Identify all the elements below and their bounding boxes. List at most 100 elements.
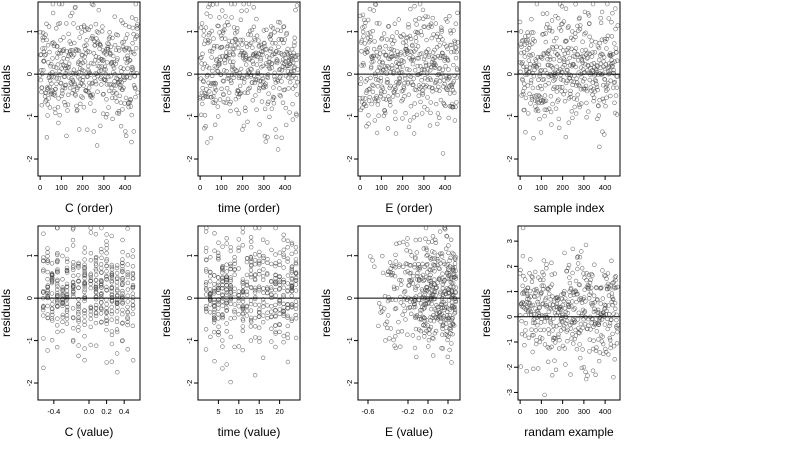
data-point	[451, 104, 456, 110]
data-point	[444, 246, 449, 251]
data-point	[563, 80, 569, 86]
x-axis-label: time (order)	[218, 201, 280, 215]
data-point	[562, 250, 567, 256]
data-point	[575, 23, 580, 29]
data-point	[90, 92, 96, 97]
data-point	[274, 49, 279, 54]
data-point	[394, 30, 400, 35]
data-point	[82, 319, 87, 324]
data-point	[76, 353, 81, 358]
data-point	[430, 335, 435, 341]
data-points	[357, 1, 460, 156]
data-point	[448, 264, 453, 269]
data-point	[216, 287, 221, 292]
data-point	[440, 286, 445, 291]
data-point	[433, 308, 439, 314]
data-point	[55, 269, 60, 275]
data-point	[610, 11, 615, 16]
data-point	[609, 34, 615, 39]
data-point	[437, 43, 442, 48]
data-point	[601, 99, 607, 104]
data-point	[555, 16, 561, 21]
data-point	[253, 93, 258, 98]
data-point	[561, 298, 566, 304]
data-point	[42, 35, 47, 40]
data-point	[293, 299, 299, 304]
data-point	[216, 23, 221, 29]
data-point	[212, 43, 217, 49]
data-point	[595, 87, 600, 93]
data-point	[260, 63, 265, 69]
data-point	[438, 309, 443, 315]
data-point	[611, 311, 616, 316]
data-point	[54, 76, 59, 81]
data-point	[282, 37, 287, 42]
data-point	[234, 29, 240, 34]
data-point	[445, 315, 451, 321]
data-point	[281, 252, 286, 257]
data-point	[553, 74, 558, 80]
y-tick-label: 1	[25, 254, 34, 258]
data-point	[544, 303, 550, 308]
data-point	[272, 70, 277, 76]
data-point	[75, 61, 81, 66]
data-point	[262, 133, 268, 139]
data-point	[421, 315, 427, 320]
data-point	[210, 2, 215, 7]
data-point	[204, 225, 209, 231]
data-point	[364, 124, 369, 129]
data-point	[614, 317, 619, 323]
data-point	[424, 328, 429, 334]
data-point	[554, 295, 560, 301]
data-point	[448, 323, 453, 328]
data-point	[289, 266, 294, 272]
data-point	[265, 310, 270, 315]
data-point	[38, 52, 43, 58]
data-point	[128, 49, 134, 55]
data-point	[372, 39, 377, 44]
data-point	[220, 314, 225, 319]
data-point	[250, 98, 256, 103]
data-point	[234, 68, 239, 73]
data-point	[586, 109, 591, 114]
data-point	[445, 276, 450, 281]
data-point	[220, 286, 225, 291]
data-point	[70, 280, 76, 285]
data-point	[199, 55, 204, 60]
data-point	[594, 68, 599, 73]
data-point	[212, 359, 217, 364]
data-point	[613, 26, 618, 32]
data-point	[130, 286, 136, 291]
data-point	[235, 41, 240, 46]
plot-frame	[357, 1, 461, 177]
data-point	[125, 316, 130, 321]
data-point	[430, 85, 435, 91]
data-point	[55, 316, 60, 321]
data-point	[120, 307, 125, 313]
data-point	[419, 32, 424, 38]
data-point	[76, 306, 81, 312]
data-point	[397, 277, 402, 283]
data-point	[130, 254, 136, 259]
data-point	[418, 328, 423, 334]
data-point	[415, 44, 421, 49]
data-point	[577, 15, 582, 20]
data-point	[385, 63, 390, 69]
data-point	[228, 78, 234, 83]
data-point	[234, 107, 239, 113]
data-point	[240, 288, 246, 293]
data-point	[397, 79, 402, 85]
data-point	[252, 288, 258, 293]
data-point	[277, 67, 282, 73]
data-point	[414, 87, 419, 93]
data-point	[556, 54, 562, 59]
data-point	[261, 290, 266, 295]
data-point	[289, 316, 295, 322]
data-point	[286, 86, 291, 91]
data-point	[40, 307, 46, 313]
data-point	[114, 351, 120, 356]
data-point	[567, 280, 573, 286]
data-point	[549, 18, 555, 23]
data-point	[248, 254, 254, 260]
